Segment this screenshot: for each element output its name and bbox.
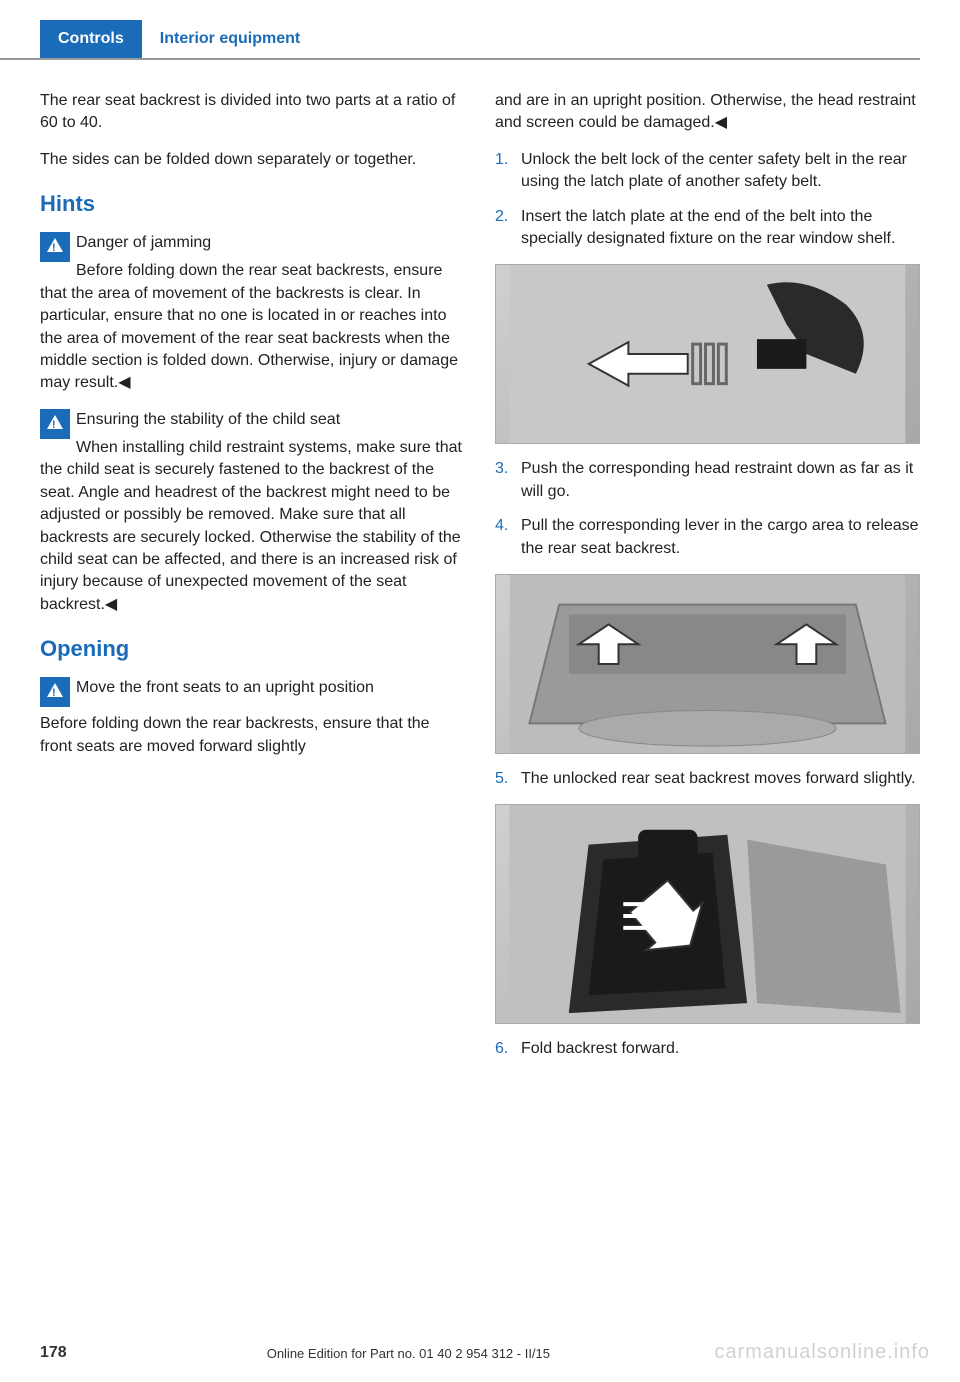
figure-cargo-levers (495, 574, 920, 754)
step-6: 6. Fold backrest forward. (495, 1038, 920, 1060)
left-column: The rear seat backrest is divided into t… (40, 90, 465, 1075)
step-1: 1. Unlock the belt lock of the center sa… (495, 149, 920, 194)
step-number: 1. (495, 149, 521, 194)
step-number: 4. (495, 515, 521, 560)
figure-backrest-fold (495, 804, 920, 1024)
right-column: and are in an upright position. Otherwis… (495, 90, 920, 1075)
step-number: 6. (495, 1038, 521, 1060)
intro-paragraph-2: The sides can be folded down separately … (40, 149, 465, 171)
step-text: The unlocked rear seat backrest moves fo… (521, 768, 916, 790)
steps-list-4: 6. Fold backrest forward. (495, 1038, 920, 1060)
steps-list-3: 5. The unlocked rear seat backrest moves… (495, 768, 920, 790)
warning-jamming-title: Danger of jamming (40, 232, 465, 254)
header-section-title: Interior equipment (142, 20, 318, 58)
step-text: Push the corresponding head restraint do… (521, 458, 920, 503)
warning-child-seat-title: Ensuring the stability of the child seat (40, 409, 465, 431)
page-header: Controls Interior equipment (0, 20, 920, 60)
warning-front-seats: Move the front seats to an upright posit… (40, 677, 465, 699)
opening-body: Before folding down the rear backrests, … (40, 713, 465, 758)
warning-icon (40, 232, 70, 262)
step-number: 5. (495, 768, 521, 790)
header-tab-controls: Controls (40, 20, 142, 58)
step-text: Pull the corresponding lever in the carg… (521, 515, 920, 560)
steps-list-2: 3. Push the corresponding head restraint… (495, 458, 920, 560)
warning-jamming-body: Before folding down the rear seat backre… (40, 262, 458, 391)
steps-list-1: 1. Unlock the belt lock of the center sa… (495, 149, 920, 251)
hints-heading: Hints (40, 189, 465, 220)
step-text: Fold backrest forward. (521, 1038, 679, 1060)
step-text: Insert the latch plate at the end of the… (521, 206, 920, 251)
page-content: The rear seat backrest is divided into t… (0, 60, 960, 1075)
warning-icon (40, 409, 70, 439)
step-number: 2. (495, 206, 521, 251)
intro-paragraph-1: The rear seat backrest is divided into t… (40, 90, 465, 135)
warning-child-seat-body: When installing child restraint systems,… (40, 439, 462, 613)
warning-jamming: Danger of jamming Before folding down th… (40, 232, 465, 395)
step-5: 5. The unlocked rear seat backrest moves… (495, 768, 920, 790)
page-number: 178 (40, 1344, 67, 1362)
warning-icon (40, 677, 70, 707)
figure-belt-lock (495, 264, 920, 444)
step-2: 2. Insert the latch plate at the end of … (495, 206, 920, 251)
opening-heading: Opening (40, 634, 465, 665)
watermark: carmanualsonline.info (714, 1341, 930, 1364)
step-number: 3. (495, 458, 521, 503)
warning-child-seat: Ensuring the stability of the child seat… (40, 409, 465, 617)
step-text: Unlock the belt lock of the center safet… (521, 149, 920, 194)
step-3: 3. Push the corresponding head restraint… (495, 458, 920, 503)
edition-text: Online Edition for Part no. 01 40 2 954 … (267, 1346, 550, 1361)
warning-front-seats-title: Move the front seats to an upright posit… (40, 677, 465, 699)
continuation-paragraph: and are in an upright position. Otherwis… (495, 90, 920, 135)
step-4: 4. Pull the corresponding lever in the c… (495, 515, 920, 560)
